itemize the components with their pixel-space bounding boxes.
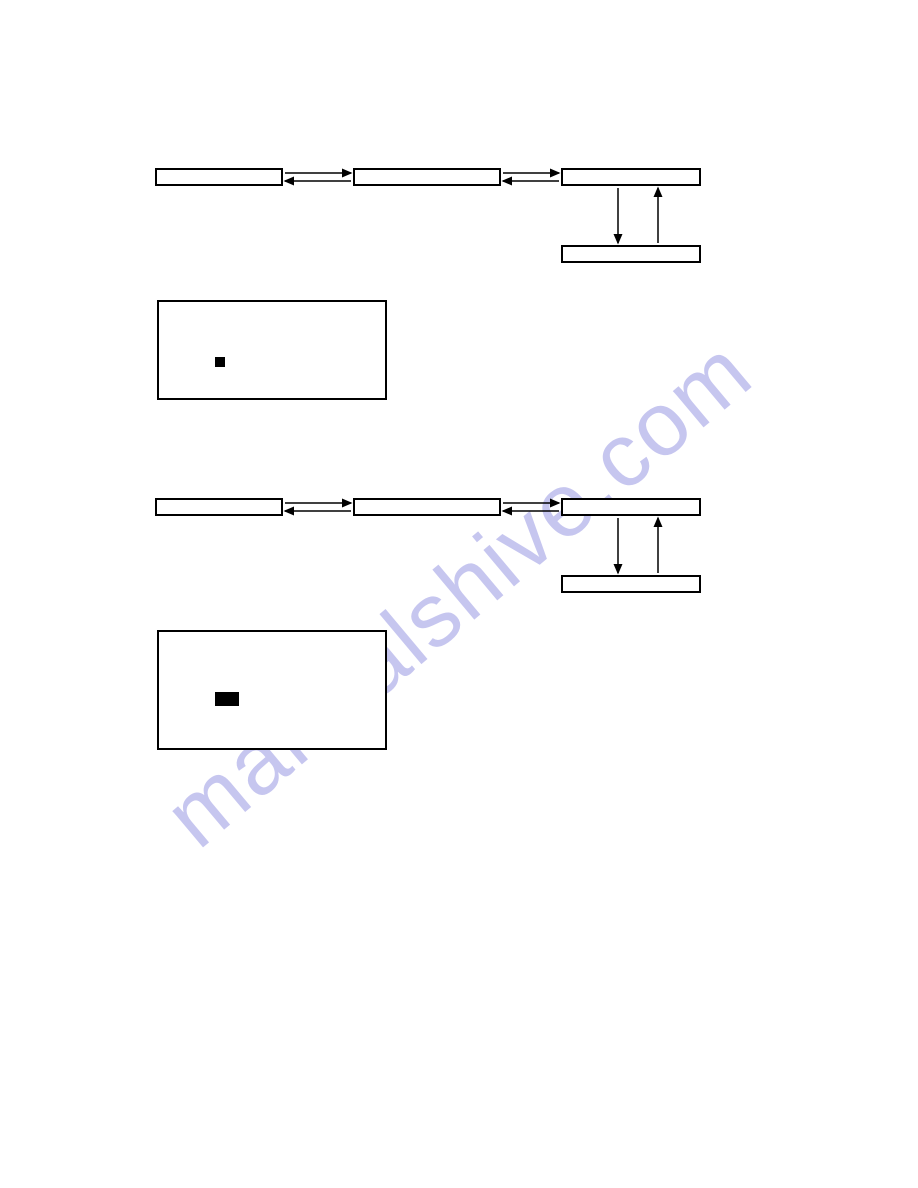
diagram2-node-4 (561, 575, 701, 593)
diagram2-node-2 (353, 498, 501, 516)
diagram1-panel (157, 300, 387, 400)
arrows-overlay (80, 50, 840, 1130)
diagram2-node-3 (561, 498, 701, 516)
diagram2-panel-marker (215, 692, 239, 706)
diagram1-node-2 (353, 168, 501, 186)
diagram1-panel-marker (215, 357, 225, 367)
diagram2-node-1 (155, 498, 283, 516)
diagram1-node-3 (561, 168, 701, 186)
diagram1-node-4 (561, 245, 701, 263)
diagram1-node-1 (155, 168, 283, 186)
diagram2-panel (157, 630, 387, 750)
page-content (80, 50, 840, 1130)
